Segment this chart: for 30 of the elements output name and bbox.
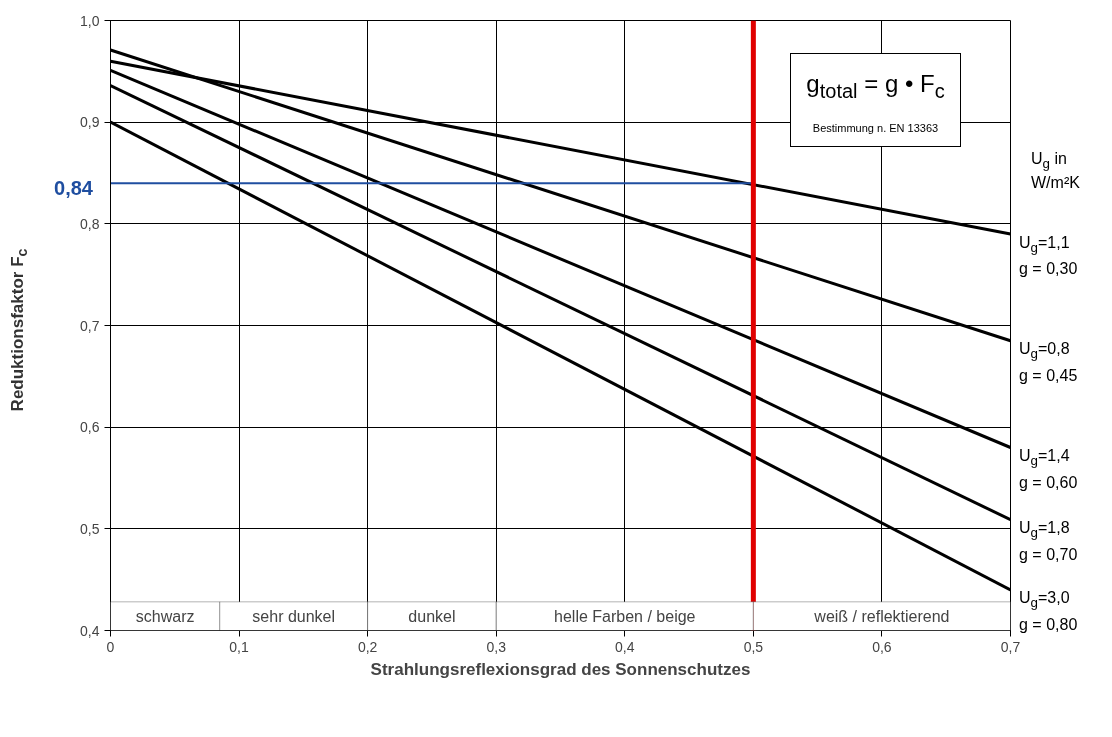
y-tick-label: 1,0: [80, 12, 100, 29]
series-label: U$_{g}$=0,8 g = 0,45: [1019, 339, 1078, 386]
y-tick-label: 0,5: [80, 520, 100, 537]
band-label: weiß / reflektierend: [813, 607, 950, 625]
x-tick-label: 0,7: [1000, 638, 1021, 655]
y-tick-label: 0,7: [80, 317, 100, 334]
x-tick-label: 0,1: [229, 638, 250, 655]
y-tick-label: 0,8: [80, 215, 100, 232]
series-label: U$_{g}$=1,4 g = 0,60: [1019, 446, 1078, 493]
annotation: Bestimmung n. EN 13363: [812, 120, 939, 136]
x-axis-title: Strahlungsreflexionsgrad des Sonnenschutzes: [370, 659, 751, 679]
y-tick-label: 0,6: [80, 419, 100, 436]
series-label: U$_{g}$=1,8 g = 0,70: [1019, 518, 1078, 565]
x-tick-label: 0,3: [486, 638, 507, 655]
band-label: schwarz: [135, 607, 195, 625]
y-tick-label: 0,9: [80, 114, 100, 131]
series-label: U$_{g}$=3,0 g = 0,80: [1019, 588, 1078, 635]
annotation: 0,84: [54, 175, 93, 201]
annotation: g$_{total}$ = g • F$_{c}$: [806, 68, 945, 104]
text: U$_{g}$ in W/m²K: [1031, 149, 1080, 193]
x-tick-label: 0,6: [872, 638, 892, 655]
series-label: U$_{g}$=1,1 g = 0,30: [1019, 232, 1078, 279]
band-label: sehr dunkel: [252, 607, 336, 625]
x-tick-label: 0,5: [743, 638, 764, 655]
y-tick-label: 0,4: [80, 622, 100, 639]
x-tick-label: 0,4: [615, 638, 635, 655]
band-label: dunkel: [408, 607, 456, 625]
x-tick-label: 0: [106, 638, 115, 655]
x-tick-label: 0,2: [357, 638, 378, 655]
band-label: helle Farben / beige: [554, 607, 696, 625]
